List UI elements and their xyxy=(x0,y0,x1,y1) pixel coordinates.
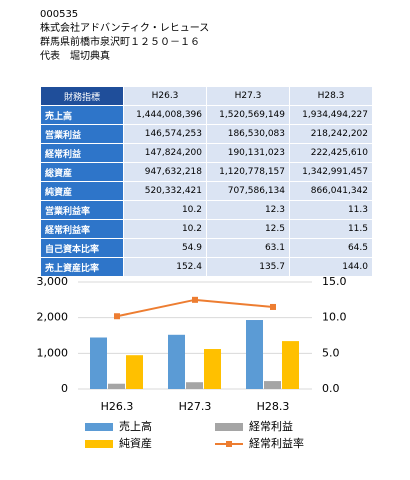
row-label: 経常利益率 xyxy=(40,219,124,239)
marker xyxy=(192,296,198,303)
row-label: 総資産 xyxy=(40,162,124,182)
address: 群馬県前橋市泉沢町１２５０－１６ xyxy=(40,37,200,48)
table-row: 純資産 520,332,421 707,586,134 866,041,342 xyxy=(40,181,373,201)
bar xyxy=(126,355,143,389)
legend-swatch xyxy=(215,423,243,431)
cell: 11.5 xyxy=(289,219,373,239)
table-row: 経常利益 147,824,200 190,131,023 222,425,610 xyxy=(40,143,373,163)
cell: 218,242,202 xyxy=(289,124,373,144)
cell: 186,530,083 xyxy=(206,124,290,144)
legend-label: 経常利益 xyxy=(249,419,293,433)
bar xyxy=(90,337,107,389)
y2-tick-label: 15.0 xyxy=(322,275,347,288)
bar xyxy=(108,383,125,389)
financial-table: 財務指標 H26.3 H27.3 H28.3 売上高 1,444,008,396 1,520… xyxy=(40,86,373,277)
table-row: 売上高 1,444,008,396 1,520,569,149 1,934,494,2… xyxy=(40,105,373,125)
cell: 10.2 xyxy=(123,200,207,220)
table-row: 営業利益率 10.2 12.3 11.3 xyxy=(40,200,373,220)
cell: 190,131,023 xyxy=(206,143,290,163)
column-header: 財務指標 xyxy=(40,86,124,106)
table-row: 売上資産比率 152.4 135.7 144.0 xyxy=(40,257,373,277)
cell: 1,444,008,396 xyxy=(123,105,207,125)
cell: 147,824,200 xyxy=(123,143,207,163)
bar xyxy=(264,381,281,389)
cell: 866,041,342 xyxy=(289,181,373,201)
table-row: 経常利益率 10.2 12.5 11.5 xyxy=(40,219,373,239)
table-row: 総資産 947,632,218 1,120,778,157 1,342,991,457 xyxy=(40,162,373,182)
cell: 54.9 xyxy=(123,238,207,258)
legend-swatch xyxy=(85,440,113,448)
row-label: 売上資産比率 xyxy=(40,257,124,277)
cell: 222,425,610 xyxy=(289,143,373,163)
legend-marker xyxy=(226,441,232,447)
legend-label: 経常利益率 xyxy=(249,436,304,450)
y-tick-label: 1,000 xyxy=(37,346,69,359)
row-label: 自己資本比率 xyxy=(40,238,124,258)
cell: 152.4 xyxy=(123,257,207,277)
column-header: H26.3 xyxy=(123,86,207,106)
table-row: 財務指標 H26.3 H27.3 H28.3 xyxy=(40,86,373,106)
chart: 0 1,000 2,000 3,000 0.0 5.0 10.0 15.0 H26.3 H27.3… xyxy=(37,275,347,450)
legend-swatch xyxy=(85,423,113,431)
row-label: 純資産 xyxy=(40,181,124,201)
row-label: 売上高 xyxy=(40,105,124,125)
cell: 135.7 xyxy=(206,257,290,277)
cell: 707,586,134 xyxy=(206,181,290,201)
code: 000535 xyxy=(40,9,79,20)
row-label: 営業利益 xyxy=(40,124,124,144)
cell: 12.3 xyxy=(206,200,290,220)
table-row: 自己資本比率 54.9 63.1 64.5 xyxy=(40,238,373,258)
cell: 1,342,991,457 xyxy=(289,162,373,182)
cell: 64.5 xyxy=(289,238,373,258)
bar xyxy=(186,382,203,389)
y2-tick-label: 5.0 xyxy=(322,346,340,359)
x-tick-label: H26.3 xyxy=(101,400,134,413)
header: 000535 株式会社アドバンティク・レヒュース 群馬県前橋市泉沢町１２５０－１… xyxy=(40,8,209,64)
company: 株式会社アドバンティク・レヒュース xyxy=(40,23,210,34)
cell: 1,120,778,157 xyxy=(206,162,290,182)
x-tick-label: H27.3 xyxy=(179,400,212,413)
cell: 12.5 xyxy=(206,219,290,239)
row-label: 営業利益率 xyxy=(40,200,124,220)
row-label: 経常利益 xyxy=(40,143,124,163)
cell: 10.2 xyxy=(123,219,207,239)
y-tick-label: 3,000 xyxy=(37,275,69,288)
cell: 1,520,569,149 xyxy=(206,105,290,125)
cell: 146,574,253 xyxy=(123,124,207,144)
cell: 947,632,218 xyxy=(123,162,207,182)
table-row: 営業利益 146,574,253 186,530,083 218,242,202 xyxy=(40,124,373,144)
bar xyxy=(246,320,263,389)
column-header: H27.3 xyxy=(206,86,290,106)
bar xyxy=(204,349,221,389)
cell: 520,332,421 xyxy=(123,181,207,201)
bar xyxy=(168,334,185,389)
column-header: H28.3 xyxy=(289,86,373,106)
y-tick-label: 2,000 xyxy=(37,311,69,324)
cell: 1,934,494,227 xyxy=(289,105,373,125)
marker xyxy=(270,303,276,310)
legend-label: 売上高 xyxy=(119,419,152,433)
marker xyxy=(114,313,120,320)
y2-tick-label: 0.0 xyxy=(322,382,340,395)
cell: 11.3 xyxy=(289,200,373,220)
cell: 63.1 xyxy=(206,238,290,258)
y2-tick-label: 10.0 xyxy=(322,311,347,324)
y-tick-label: 0 xyxy=(61,382,68,395)
cell: 144.0 xyxy=(289,257,373,277)
legend-label: 純資産 xyxy=(119,437,152,450)
representative: 代表 堀切典真 xyxy=(40,51,110,62)
bar xyxy=(282,341,299,389)
x-tick-label: H28.3 xyxy=(257,400,290,413)
